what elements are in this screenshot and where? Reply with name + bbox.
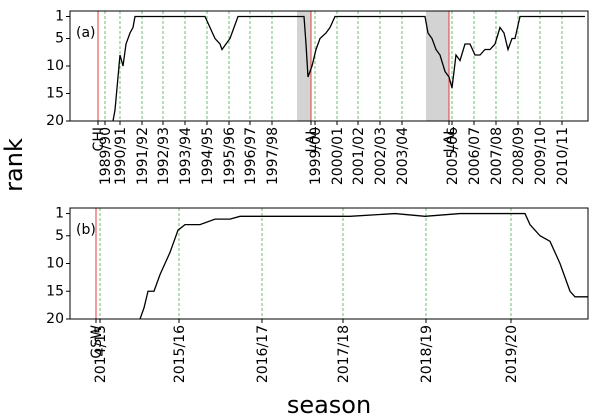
x-tick-label: 2019/20 <box>504 325 520 383</box>
x-tick-label: 2001/02 <box>351 127 367 185</box>
rank-line <box>139 212 588 320</box>
rank-line <box>112 15 585 122</box>
panel-label: (a) <box>76 25 96 41</box>
y-axis-label: rank <box>0 138 28 192</box>
x-tick-label: 1996/97 <box>243 127 259 185</box>
x-tick-label: 1999/00 <box>308 127 324 185</box>
x-tick-label: 1997/98 <box>265 127 281 185</box>
shaded-span <box>426 11 449 121</box>
y-tick-label: 5 <box>55 31 64 47</box>
x-tick-label: 2008/09 <box>511 127 527 185</box>
x-tick-label: 1994/95 <box>200 127 216 185</box>
x-tick-label: 1995/96 <box>222 127 238 185</box>
x-tick-label: GSW <box>89 325 105 359</box>
y-tick-label: 15 <box>46 86 64 102</box>
x-tick-label: LAL <box>304 127 320 153</box>
y-tick-label: 20 <box>46 311 64 327</box>
x-tick-label: 2007/08 <box>489 127 505 185</box>
x-tick-label: 2018/19 <box>419 325 435 383</box>
x-tick-label: 1991/92 <box>135 127 151 185</box>
x-tick-label: 2015/16 <box>172 325 188 383</box>
x-tick-label: 2000/01 <box>330 127 346 185</box>
x-tick-label: LAL <box>442 127 458 153</box>
x-tick-label: 2005/06 <box>445 127 461 185</box>
panel-label: (b) <box>76 222 96 238</box>
x-axis-label: season <box>287 391 371 417</box>
x-tick-label: 2002/03 <box>373 127 389 185</box>
shaded-span <box>297 11 311 121</box>
x-tick-label: 2010/11 <box>555 127 571 185</box>
x-tick-label: 1993/94 <box>178 127 194 185</box>
x-tick-label: 1989/90 <box>98 127 114 185</box>
x-tick-label: 2017/18 <box>336 325 352 383</box>
y-tick-label: 10 <box>46 256 64 272</box>
x-tick-label: 1990/91 <box>113 127 129 185</box>
x-tick-label: 1992/93 <box>156 127 172 185</box>
y-tick-label: 15 <box>46 283 64 299</box>
x-tick-label: 2006/07 <box>467 127 483 185</box>
y-tick-label: 1 <box>55 206 64 222</box>
x-tick-label: 2016/17 <box>255 325 271 383</box>
x-tick-label: 2014/15 <box>93 325 109 383</box>
plot-frame <box>69 10 589 122</box>
y-tick-label: 10 <box>46 58 64 74</box>
x-tick-label: 2003/04 <box>395 127 411 185</box>
plot-frame <box>69 207 589 320</box>
y-tick-label: 20 <box>46 113 64 129</box>
y-tick-label: 5 <box>55 228 64 244</box>
x-tick-label: CHI <box>91 127 107 151</box>
x-tick-label: 2009/10 <box>533 127 549 185</box>
y-tick-label: 1 <box>55 9 64 25</box>
